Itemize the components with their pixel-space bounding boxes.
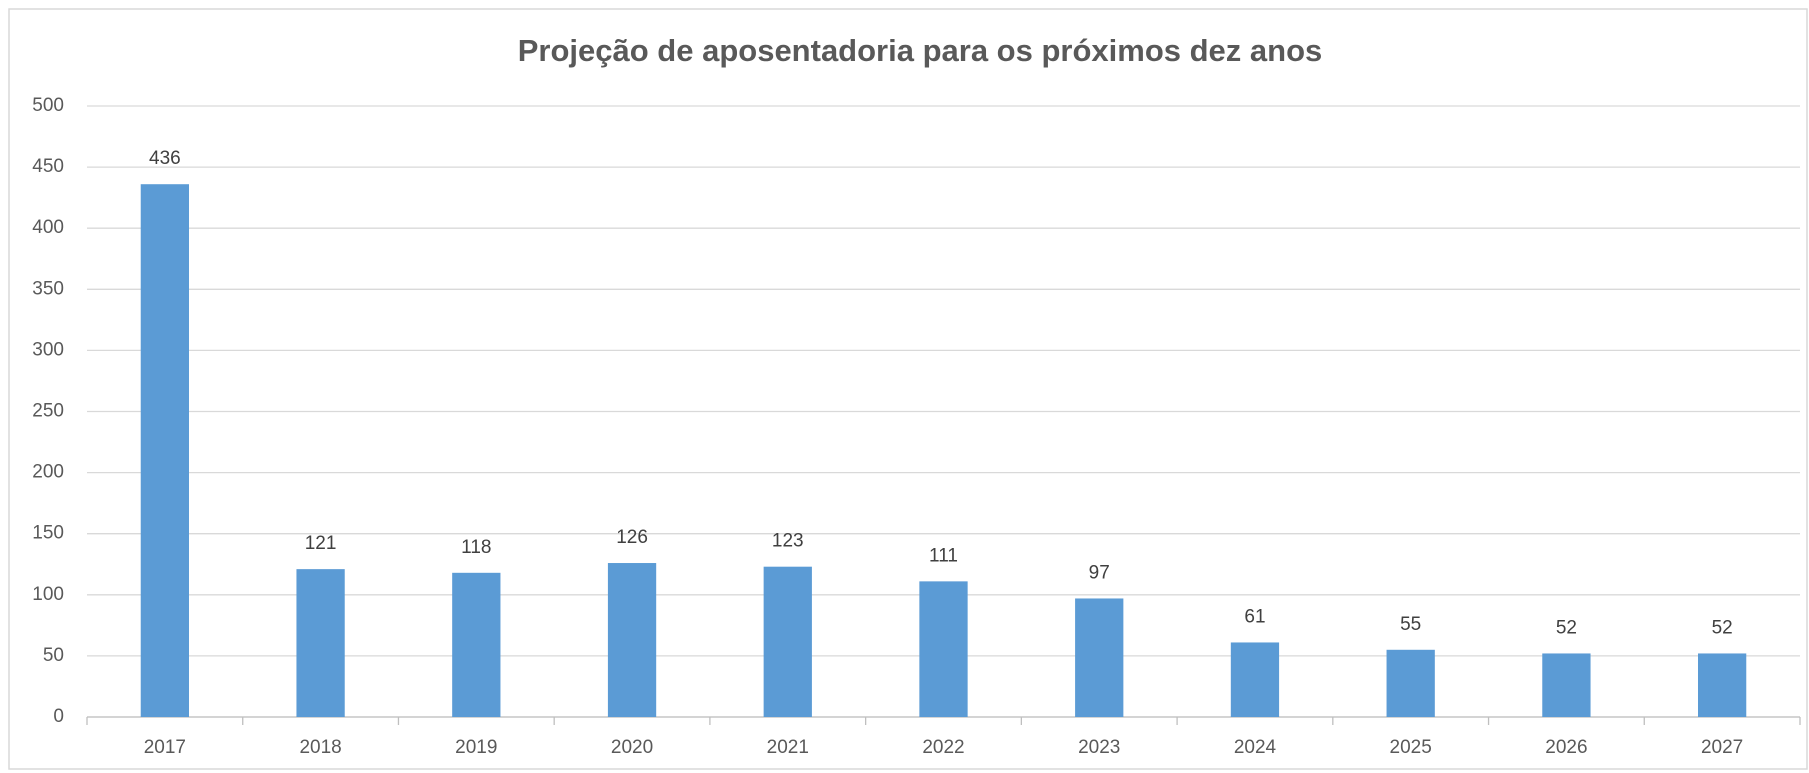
bar [763, 566, 812, 717]
data-label: 111 [929, 545, 958, 566]
x-tick-label: 2025 [1390, 737, 1432, 758]
y-tick-label: 200 [32, 462, 64, 483]
bar [140, 184, 190, 717]
x-tick-label: 2026 [1545, 737, 1587, 758]
x-tick-label: 2020 [611, 737, 653, 758]
x-tick-label: 2027 [1701, 737, 1743, 758]
bar [296, 569, 345, 717]
y-tick-label: 350 [32, 278, 64, 299]
y-tick-label: 400 [32, 217, 64, 238]
y-tick-label: 250 [32, 401, 64, 422]
x-tick-label: 2022 [922, 737, 964, 758]
data-label: 118 [461, 537, 491, 558]
y-tick-label: 50 [43, 645, 64, 666]
data-label: 61 [1244, 606, 1265, 627]
x-tick-label: 2023 [1078, 737, 1120, 758]
data-label: 123 [772, 531, 804, 552]
chart-title: Projeção de aposentadoria para os próxim… [518, 33, 1323, 68]
chart-frame [8, 8, 1808, 770]
data-label: 55 [1400, 614, 1421, 635]
x-tick-label: 2019 [455, 737, 497, 758]
data-label: 97 [1089, 562, 1110, 583]
bar [919, 581, 968, 717]
y-tick-label: 100 [32, 584, 64, 605]
x-tick-label: 2017 [144, 737, 186, 758]
data-label: 52 [1556, 617, 1577, 638]
x-tick-label: 2024 [1234, 737, 1277, 758]
bar [607, 563, 657, 717]
data-label: 436 [149, 148, 181, 169]
bar [1542, 653, 1591, 717]
y-tick-label: 0 [53, 706, 64, 727]
bar [1075, 598, 1124, 717]
x-tick-label: 2021 [767, 737, 809, 758]
data-label: 121 [305, 533, 337, 554]
y-tick-label: 150 [32, 523, 64, 544]
x-tick-label: 2018 [299, 737, 341, 758]
y-tick-label: 300 [32, 339, 64, 360]
y-tick-label: 500 [32, 95, 64, 116]
bar [1697, 653, 1747, 717]
data-label: 126 [616, 527, 648, 548]
bar [452, 572, 501, 717]
bar [1230, 642, 1280, 717]
bar [1386, 649, 1435, 717]
data-label: 52 [1712, 617, 1733, 638]
y-tick-label: 450 [32, 156, 64, 177]
